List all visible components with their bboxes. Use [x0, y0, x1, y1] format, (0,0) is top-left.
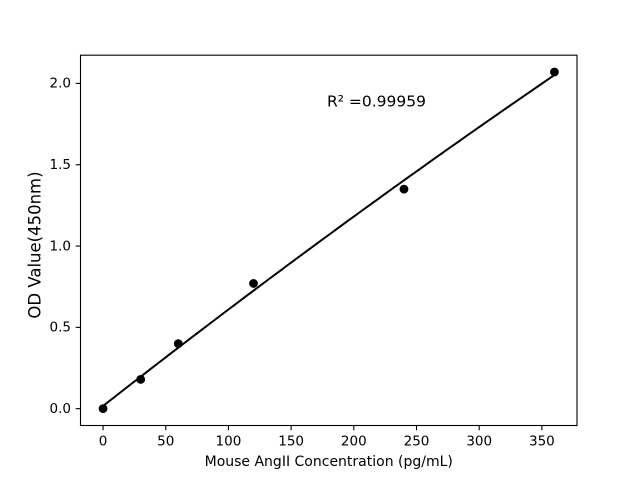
x-axis-label: Mouse AngII Concentration (pg/mL) [205, 454, 453, 470]
y-tick-label: 0.5 [50, 320, 71, 336]
x-tick-label: 350 [529, 434, 555, 450]
y-tick-label: 2.0 [50, 76, 71, 92]
plot-generated-content: 0 50 100 150 200 250 300 350 0.0 0.5 1.0 1.5 2.0 [50, 54, 578, 450]
x-tick-label: 300 [466, 434, 492, 450]
data-point [399, 184, 409, 194]
data-point [136, 375, 146, 384]
data-point [173, 339, 183, 349]
x-tick-label: 150 [278, 434, 304, 450]
y-tick-label: 1.5 [50, 157, 71, 173]
fit-line [102, 74, 556, 407]
plot-border [79, 54, 578, 427]
x-tick-label: 0 [99, 434, 108, 450]
y-axis-label: OD Value(450nm) [26, 171, 45, 318]
data-point [249, 279, 258, 288]
y-tick-label: 0.0 [50, 401, 71, 417]
x-tick-label: 50 [157, 434, 174, 450]
y-tick-label: 1.0 [50, 238, 71, 254]
x-tick-label: 100 [216, 434, 242, 450]
data-point [550, 67, 559, 77]
x-tick-label: 200 [341, 434, 367, 450]
x-tick-label: 250 [404, 434, 430, 450]
data-point [98, 404, 108, 414]
r2-annotation: R² =0.99959 [327, 93, 426, 111]
